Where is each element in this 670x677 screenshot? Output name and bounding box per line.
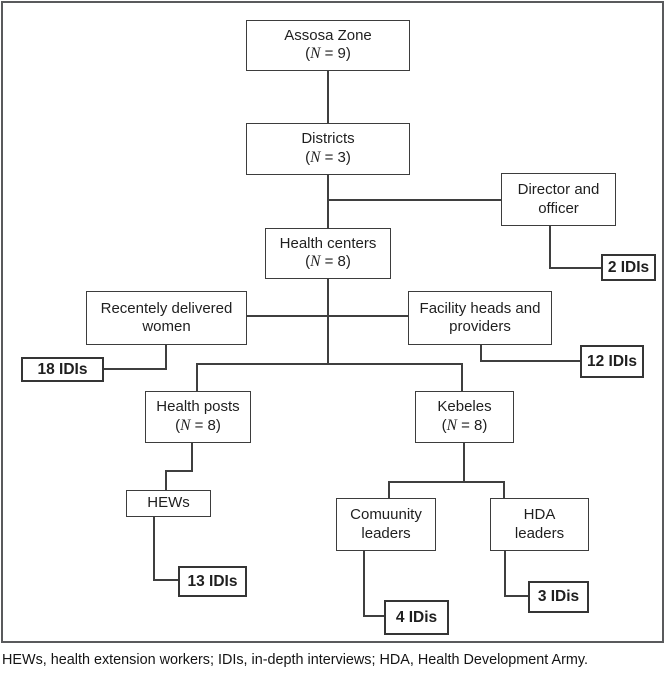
node-3-idis: 3 IDis	[528, 581, 589, 613]
node-health-centers: Health centers (N = 8)	[265, 228, 391, 279]
node-title: Recentely delivered women	[100, 299, 233, 335]
node-title: Comuunity leaders	[350, 506, 422, 542]
connector-kebeles-drop	[463, 442, 465, 483]
connector-director-drop	[549, 225, 551, 269]
node-title: Health posts	[156, 398, 240, 416]
node-kebeles: Kebeles (N = 8)	[415, 391, 514, 443]
node-districts: Districts (N = 3)	[246, 123, 410, 175]
connector-to-hda	[503, 481, 505, 499]
node-title: Kebeles	[437, 398, 492, 416]
diagram-frame: Assosa Zone (N = 9) Districts (N = 3) Di…	[1, 1, 664, 643]
connector-hda-drop	[504, 550, 506, 597]
node-2-idis: 2 IDIs	[601, 254, 656, 281]
connector-to-healthposts	[196, 363, 198, 391]
connector-branch-bar	[196, 363, 463, 365]
connector-assosa-districts	[327, 71, 329, 124]
node-facility-heads-providers: Facility heads and providers	[408, 291, 552, 345]
connector-women-drop	[165, 344, 167, 370]
connector-facility-drop	[480, 344, 482, 362]
node-title: Districts	[301, 130, 355, 148]
node-community-leaders: Comuunity leaders	[336, 498, 436, 551]
connector-healthcenters-stem	[327, 278, 329, 365]
node-hda-leaders: HDA leaders	[490, 498, 589, 551]
connector-kebeles-bar	[388, 481, 505, 483]
connector-to-12idis	[480, 360, 581, 362]
idi-count-label: 2 IDIs	[607, 258, 650, 276]
idi-count-label: 13 IDIs	[187, 572, 238, 590]
node-title: Director and officer	[517, 181, 600, 217]
idi-count-label: 12 IDIs	[587, 352, 637, 370]
node-title: Facility heads and providers	[419, 299, 541, 335]
connector-community-drop	[363, 550, 365, 617]
connector-to-hews	[165, 470, 167, 491]
node-director-and-officer: Director and officer	[501, 173, 616, 226]
node-count: (N = 9)	[305, 45, 351, 63]
node-title: Assosa Zone	[284, 26, 372, 44]
figure-caption: HEWs, health extension workers; IDIs, in…	[2, 652, 588, 668]
connector-to-4idis	[363, 615, 385, 617]
idi-count-label: 4 IDis	[395, 608, 438, 626]
connector-to-director	[327, 199, 501, 201]
connector-hews-drop	[153, 516, 155, 581]
node-18-idis: 18 IDIs	[21, 357, 104, 382]
node-health-posts: Health posts (N = 8)	[145, 391, 251, 443]
node-title: Health centers	[279, 234, 377, 252]
idi-count-label: 18 IDIs	[37, 360, 88, 378]
node-hews: HEWs	[126, 490, 211, 517]
node-count: (N = 8)	[175, 416, 221, 434]
node-recently-delivered-women: Recentely delivered women	[86, 291, 247, 345]
connector-to-3idis	[504, 595, 529, 597]
connector-to-community	[388, 481, 390, 499]
connector-healthposts-jog	[165, 470, 193, 472]
connector-to-kebeles	[461, 363, 463, 391]
node-count: (N = 8)	[441, 416, 488, 434]
connector-to-13idis	[153, 579, 179, 581]
node-count: (N = 3)	[305, 148, 351, 166]
node-title: HEWs	[147, 494, 190, 512]
node-count: (N = 8)	[305, 253, 351, 271]
connector-to-2idis	[549, 267, 601, 269]
connector-districts-healthcenters	[327, 174, 329, 228]
node-4-idis: 4 IDis	[384, 600, 449, 635]
node-assosa-zone: Assosa Zone (N = 9)	[246, 20, 410, 71]
connector-to-18idis	[103, 368, 167, 370]
node-13-idis: 13 IDIs	[178, 566, 247, 597]
connector-healthposts-drop	[191, 442, 193, 472]
connector-women-facility	[246, 315, 409, 317]
node-title: HDA leaders	[514, 506, 565, 542]
idi-count-label: 3 IDis	[537, 588, 580, 605]
node-12-idis: 12 IDIs	[580, 345, 644, 378]
